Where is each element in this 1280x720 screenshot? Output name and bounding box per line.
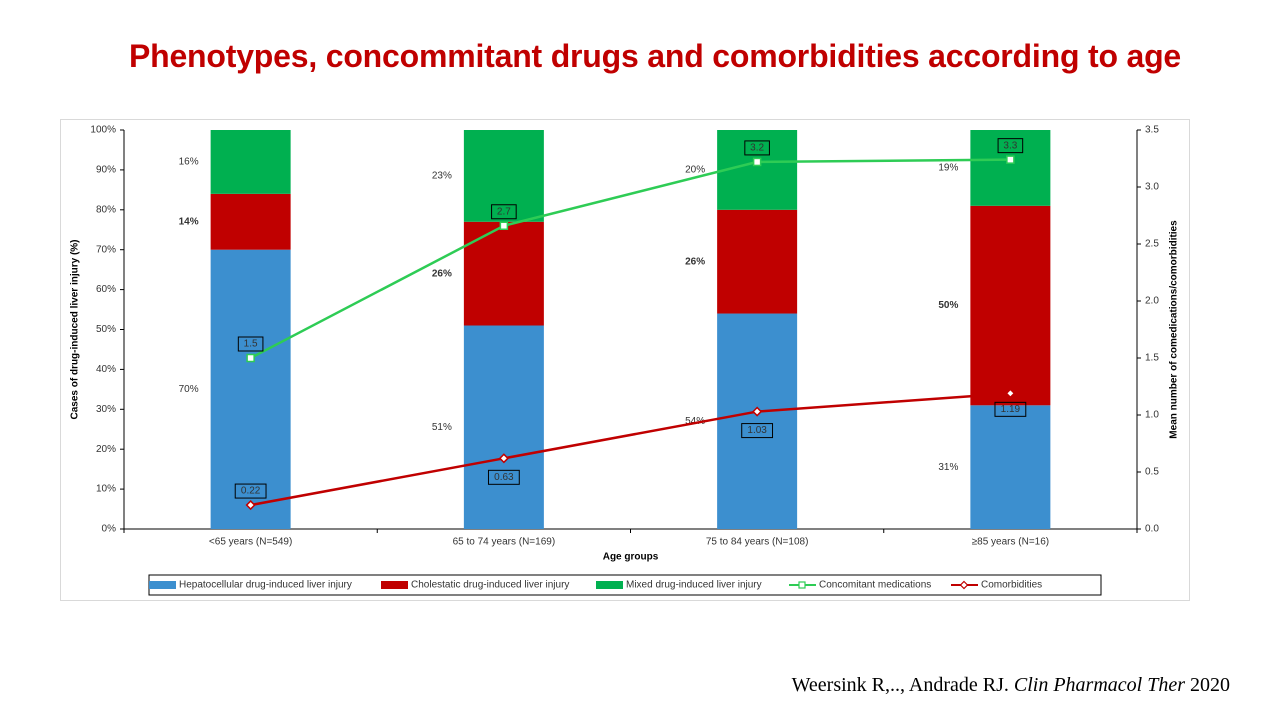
y-tick-label: 50%	[96, 324, 116, 335]
bar-value-label: 50%	[938, 300, 958, 311]
marker-square	[499, 221, 509, 231]
bar-mixed	[210, 130, 291, 194]
bar-value-label: 19%	[938, 163, 958, 174]
x-tick-label: 65 to 74 years (N=169)	[453, 537, 556, 548]
legend-entry: Mixed drug-induced liver injury	[626, 580, 762, 591]
data-label-box	[744, 140, 770, 156]
y-axis-title: Cases of drug-induced liver injury (%)	[70, 239, 81, 419]
bar-hepatocellular	[970, 405, 1051, 529]
y2-tick-label: 2.0	[1145, 296, 1159, 307]
marker-square	[246, 353, 255, 363]
slide-title: Phenotypes, concommitant drugs and comor…	[128, 38, 1182, 74]
data-label-box	[487, 469, 520, 485]
bar-hepatocellular	[210, 249, 291, 529]
data-label-box	[741, 423, 774, 439]
legend-swatch	[149, 581, 176, 589]
bar-mixed	[970, 130, 1051, 206]
line-value-label: 0.63	[494, 472, 514, 483]
marker-diamond	[752, 406, 763, 417]
citation-year: 2020	[1185, 674, 1230, 696]
y2-tick-label: 2.5	[1145, 239, 1159, 250]
bar-value-label: 26%	[432, 268, 452, 279]
legend-entry: Comorbidities	[981, 580, 1042, 591]
y2-tick-label: 3.5	[1145, 125, 1159, 136]
line-value-label: 2.7	[497, 206, 511, 217]
y-tick-label: 30%	[96, 404, 116, 415]
y-tick-label: 90%	[96, 165, 116, 176]
legend-marker	[798, 581, 806, 589]
data-label-box	[234, 483, 267, 499]
y-tick-label: 60%	[96, 284, 116, 295]
bar-value-label: 14%	[179, 216, 199, 227]
bar-value-label: 23%	[432, 171, 452, 182]
bar-cholestatic	[463, 221, 544, 326]
line-value-label: 1.03	[747, 425, 767, 436]
y-tick-label: 70%	[96, 244, 116, 255]
bar-hepatocellular	[463, 325, 544, 529]
y-tick-label: 100%	[90, 125, 116, 136]
bar-hepatocellular	[717, 313, 798, 529]
legend-entry: Cholestatic drug-induced liver injury	[411, 580, 569, 591]
x-tick-label: 75 to 84 years (N=108)	[706, 537, 809, 548]
x-tick-label: ≥85 years (N=16)	[972, 537, 1049, 548]
line-value-label: 3.2	[750, 143, 764, 154]
line-comorbidities	[250, 392, 1011, 507]
bar-value-label: 70%	[179, 384, 199, 395]
bar-value-label: 54%	[685, 416, 705, 427]
bar-cholestatic	[210, 193, 291, 250]
marker-diamond	[245, 499, 256, 511]
legend-swatch	[381, 581, 408, 589]
line-value-label: 0.22	[241, 486, 261, 497]
x-axis-title: Age groups	[603, 552, 659, 563]
y-tick-label: 40%	[96, 364, 116, 375]
chart: 0% 10% 20% 30% 40% 50% 60% 70% 80% 90% 100% 0.0 0.5 1…	[70, 125, 1180, 596]
line-value-label: 1.5	[244, 339, 258, 350]
bar-value-label: 31%	[938, 462, 958, 473]
bar-cholestatic	[970, 205, 1051, 406]
line-value-label: 1.19	[1001, 404, 1021, 415]
chart-frame: 0% 10% 20% 30% 40% 50% 60% 70% 80% 90% 100% 0.0 0.5 1…	[60, 119, 1190, 601]
data-label-box	[491, 204, 517, 220]
bar-value-label: 51%	[432, 422, 452, 433]
y2-tick-label: 1.0	[1145, 410, 1159, 421]
marker-square	[1006, 155, 1015, 164]
citation: Weersink R,.., Andrade RJ. Clin Pharmaco…	[792, 674, 1230, 697]
legend-entry: Hepatocellular drug-induced liver injury	[179, 580, 352, 591]
line-value-label: 3.3	[1003, 140, 1017, 151]
marker-diamond	[498, 453, 509, 464]
legend-marker	[959, 580, 969, 590]
y-tick-label: 80%	[96, 204, 116, 215]
y2-axis-title: Mean number of comedications/comorbiditi…	[1169, 220, 1180, 439]
marker-square	[752, 157, 762, 167]
data-label-box	[994, 401, 1027, 417]
citation-journal: Clin Pharmacol Ther	[1013, 674, 1185, 696]
bar-value-label: 20%	[685, 165, 705, 176]
bar-value-label: 16%	[179, 157, 199, 168]
bar-mixed	[463, 130, 544, 222]
y2-tick-label: 0.0	[1145, 524, 1159, 535]
line-concomitant	[250, 158, 1011, 360]
data-label-box	[997, 138, 1024, 154]
bar-cholestatic	[717, 209, 798, 314]
y2-tick-label: 3.0	[1145, 182, 1159, 193]
citation-authors: Weersink R,.., Andrade RJ.	[791, 674, 1014, 696]
marker-diamond	[1005, 388, 1016, 399]
legend-entry: Concomitant medications	[819, 580, 931, 591]
y2-tick-label: 0.5	[1145, 467, 1159, 478]
y2-tick-label: 1.5	[1145, 353, 1159, 364]
y-tick-label: 20%	[96, 444, 116, 455]
bar-value-label: 26%	[685, 256, 705, 267]
y-tick-label: 0%	[102, 524, 117, 535]
legend-swatch	[596, 581, 623, 589]
y-tick-label: 10%	[96, 484, 116, 495]
data-label-box	[237, 336, 264, 352]
x-tick-label: <65 years (N=549)	[209, 537, 292, 548]
